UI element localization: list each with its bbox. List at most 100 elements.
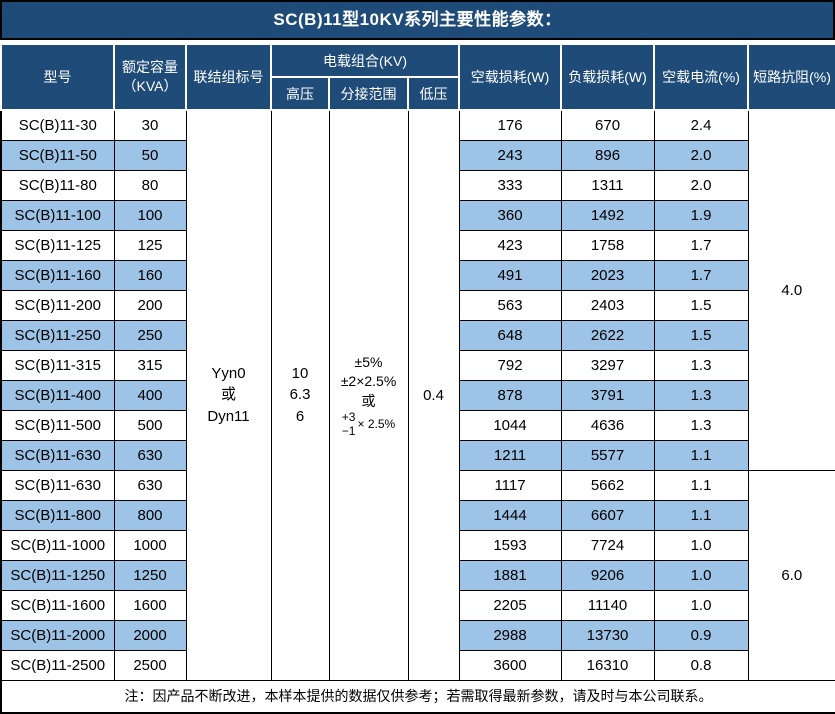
load-loss-cell: 670 bbox=[560, 109, 655, 141]
table-row: SC(B)11-1250 1250 1881 9206 1.0 bbox=[0, 559, 835, 591]
capacity-cell: 50 bbox=[113, 139, 187, 171]
table-row: SC(B)11-500 500 1044 4636 1.3 bbox=[0, 409, 835, 441]
capacity-cell: 800 bbox=[113, 499, 187, 531]
no-load-loss-cell: 1211 bbox=[458, 439, 562, 471]
col-header-connection: 联结组标号 bbox=[185, 43, 272, 111]
table-row: SC(B)11-400 400 878 3791 1.3 bbox=[0, 379, 835, 411]
no-load-current-cell: 1.3 bbox=[653, 409, 749, 441]
col-header-model: 型号 bbox=[0, 43, 115, 111]
model-cell: SC(B)11-100 bbox=[0, 199, 115, 231]
no-load-loss-cell: 878 bbox=[458, 379, 562, 411]
table-row: SC(B)11-80 80 333 1311 2.0 bbox=[0, 169, 835, 201]
load-loss-cell: 2403 bbox=[560, 289, 655, 321]
no-load-loss-cell: 1881 bbox=[458, 559, 562, 591]
load-loss-cell: 2023 bbox=[560, 259, 655, 291]
capacity-cell: 1600 bbox=[113, 589, 187, 621]
capacity-cell: 80 bbox=[113, 169, 187, 201]
table-row: SC(B)11-160 160 491 2023 1.7 bbox=[0, 259, 835, 291]
no-load-current-cell: 2.4 bbox=[653, 109, 749, 141]
model-cell: SC(B)11-1600 bbox=[0, 589, 115, 621]
capacity-cell: 2500 bbox=[113, 649, 187, 681]
model-cell: SC(B)11-630 bbox=[0, 469, 115, 501]
no-load-current-cell: 1.7 bbox=[653, 259, 749, 291]
no-load-loss-cell: 243 bbox=[458, 139, 562, 171]
no-load-current-cell: 1.1 bbox=[653, 499, 749, 531]
hv-cell: 10 6.3 6 bbox=[270, 109, 330, 681]
no-load-loss-cell: 2988 bbox=[458, 619, 562, 651]
load-loss-cell: 896 bbox=[560, 139, 655, 171]
no-load-loss-cell: 176 bbox=[458, 109, 562, 141]
col-header-no-load-loss: 空载损耗(W) bbox=[458, 43, 563, 111]
model-cell: SC(B)11-315 bbox=[0, 349, 115, 381]
tap-fraction-stack: +3 −1 bbox=[342, 411, 356, 438]
table-row: SC(B)11-250 250 648 2622 1.5 bbox=[0, 319, 835, 351]
table-row: SC(B)11-125 125 423 1758 1.7 bbox=[0, 229, 835, 261]
no-load-current-cell: 1.3 bbox=[653, 379, 749, 411]
no-load-current-cell: 1.7 bbox=[653, 229, 749, 261]
model-cell: SC(B)11-30 bbox=[0, 109, 115, 141]
no-load-current-cell: 2.0 bbox=[653, 169, 749, 201]
table-row: SC(B)11-30 30 Yyn0 或 Dyn11 10 6.3 6 ±5% ±2×2.5% 或 +… bbox=[0, 109, 835, 681]
load-loss-cell: 16310 bbox=[560, 649, 655, 681]
no-load-loss-cell: 563 bbox=[458, 289, 562, 321]
model-cell: SC(B)11-2500 bbox=[0, 649, 115, 681]
tap-line: 或 bbox=[361, 392, 376, 409]
hv-line: 6 bbox=[295, 408, 305, 426]
no-load-loss-cell: 491 bbox=[458, 259, 562, 291]
page-title: SC(B)11型10KV系列主要性能参数： bbox=[0, 0, 835, 40]
connection-line: Dyn11 bbox=[207, 408, 250, 426]
capacity-cell: 160 bbox=[113, 259, 187, 291]
no-load-loss-cell: 1044 bbox=[458, 409, 562, 441]
tap-range-cell: ±5% ±2×2.5% 或 +3 −1 × 2.5% bbox=[328, 109, 409, 681]
capacity-cell: 125 bbox=[113, 229, 187, 261]
no-load-current-cell: 1.9 bbox=[653, 199, 749, 231]
model-cell: SC(B)11-50 bbox=[0, 139, 115, 171]
tap-fraction-line: +3 −1 × 2.5% bbox=[330, 411, 408, 438]
load-loss-cell: 3297 bbox=[560, 349, 655, 381]
load-loss-cell: 3791 bbox=[560, 379, 655, 411]
title-divider bbox=[0, 40, 835, 43]
no-load-current-cell: 2.0 bbox=[653, 139, 749, 171]
model-cell: SC(B)11-500 bbox=[0, 409, 115, 441]
table-body: SC(B)11-30 30 Yyn0 或 Dyn11 10 6.3 6 ±5% ±2×2.5% 或 +… bbox=[0, 109, 835, 681]
load-loss-cell: 9206 bbox=[560, 559, 655, 591]
capacity-cell: 2000 bbox=[113, 619, 187, 651]
load-loss-cell: 1492 bbox=[560, 199, 655, 231]
tap-line: ±2×2.5% bbox=[340, 373, 397, 390]
load-loss-cell: 7724 bbox=[560, 529, 655, 561]
load-loss-cell: 1758 bbox=[560, 229, 655, 261]
capacity-cell: 30 bbox=[113, 109, 187, 141]
no-load-loss-cell: 3600 bbox=[458, 649, 562, 681]
load-loss-cell: 11140 bbox=[560, 589, 655, 621]
lv-cell: 0.4 bbox=[407, 109, 460, 681]
col-header-capacity: 额定容量 （KVA） bbox=[113, 43, 187, 111]
model-cell: SC(B)11-400 bbox=[0, 379, 115, 411]
capacity-cell: 200 bbox=[113, 289, 187, 321]
tap-line: ±5% bbox=[354, 353, 383, 370]
table-row: SC(B)11-315 315 792 3297 1.3 bbox=[0, 349, 835, 381]
model-cell: SC(B)11-80 bbox=[0, 169, 115, 201]
capacity-cell: 630 bbox=[113, 469, 187, 501]
col-header-capacity-line1: 额定容量 bbox=[122, 59, 178, 76]
table-row: SC(B)11-630 630 1117 5662 1.1 6.0 bbox=[0, 469, 835, 681]
no-load-loss-cell: 1117 bbox=[458, 469, 562, 501]
table-row: SC(B)11-1000 1000 1593 7724 1.0 bbox=[0, 529, 835, 561]
load-loss-cell: 5577 bbox=[560, 439, 655, 471]
table-row: SC(B)11-2000 2000 2988 13730 0.9 bbox=[0, 619, 835, 651]
no-load-current-cell: 1.5 bbox=[653, 289, 749, 321]
capacity-cell: 100 bbox=[113, 199, 187, 231]
capacity-cell: 500 bbox=[113, 409, 187, 441]
no-load-loss-cell: 1593 bbox=[458, 529, 562, 561]
col-header-impedance: 短路抗阻(%) bbox=[747, 43, 835, 111]
no-load-current-cell: 0.8 bbox=[653, 649, 749, 681]
load-loss-cell: 13730 bbox=[560, 619, 655, 651]
footnote: 注：因产品不断改进，本样本提供的数据仅供参考；若需取得最新参数，请及时与本公司联… bbox=[0, 679, 835, 713]
col-header-hv: 高压 bbox=[270, 76, 330, 111]
table-row: SC(B)11-630 630 1211 5577 1.1 bbox=[0, 439, 835, 471]
table-header: 型号 额定容量 （KVA） 联结组标号 电载组合(KV) 空载损耗(W) 负载损… bbox=[0, 43, 835, 111]
no-load-current-cell: 1.1 bbox=[653, 469, 749, 501]
model-cell: SC(B)11-800 bbox=[0, 499, 115, 531]
load-loss-cell: 6607 bbox=[560, 499, 655, 531]
tap-fraction-suffix: × 2.5% bbox=[357, 417, 396, 432]
